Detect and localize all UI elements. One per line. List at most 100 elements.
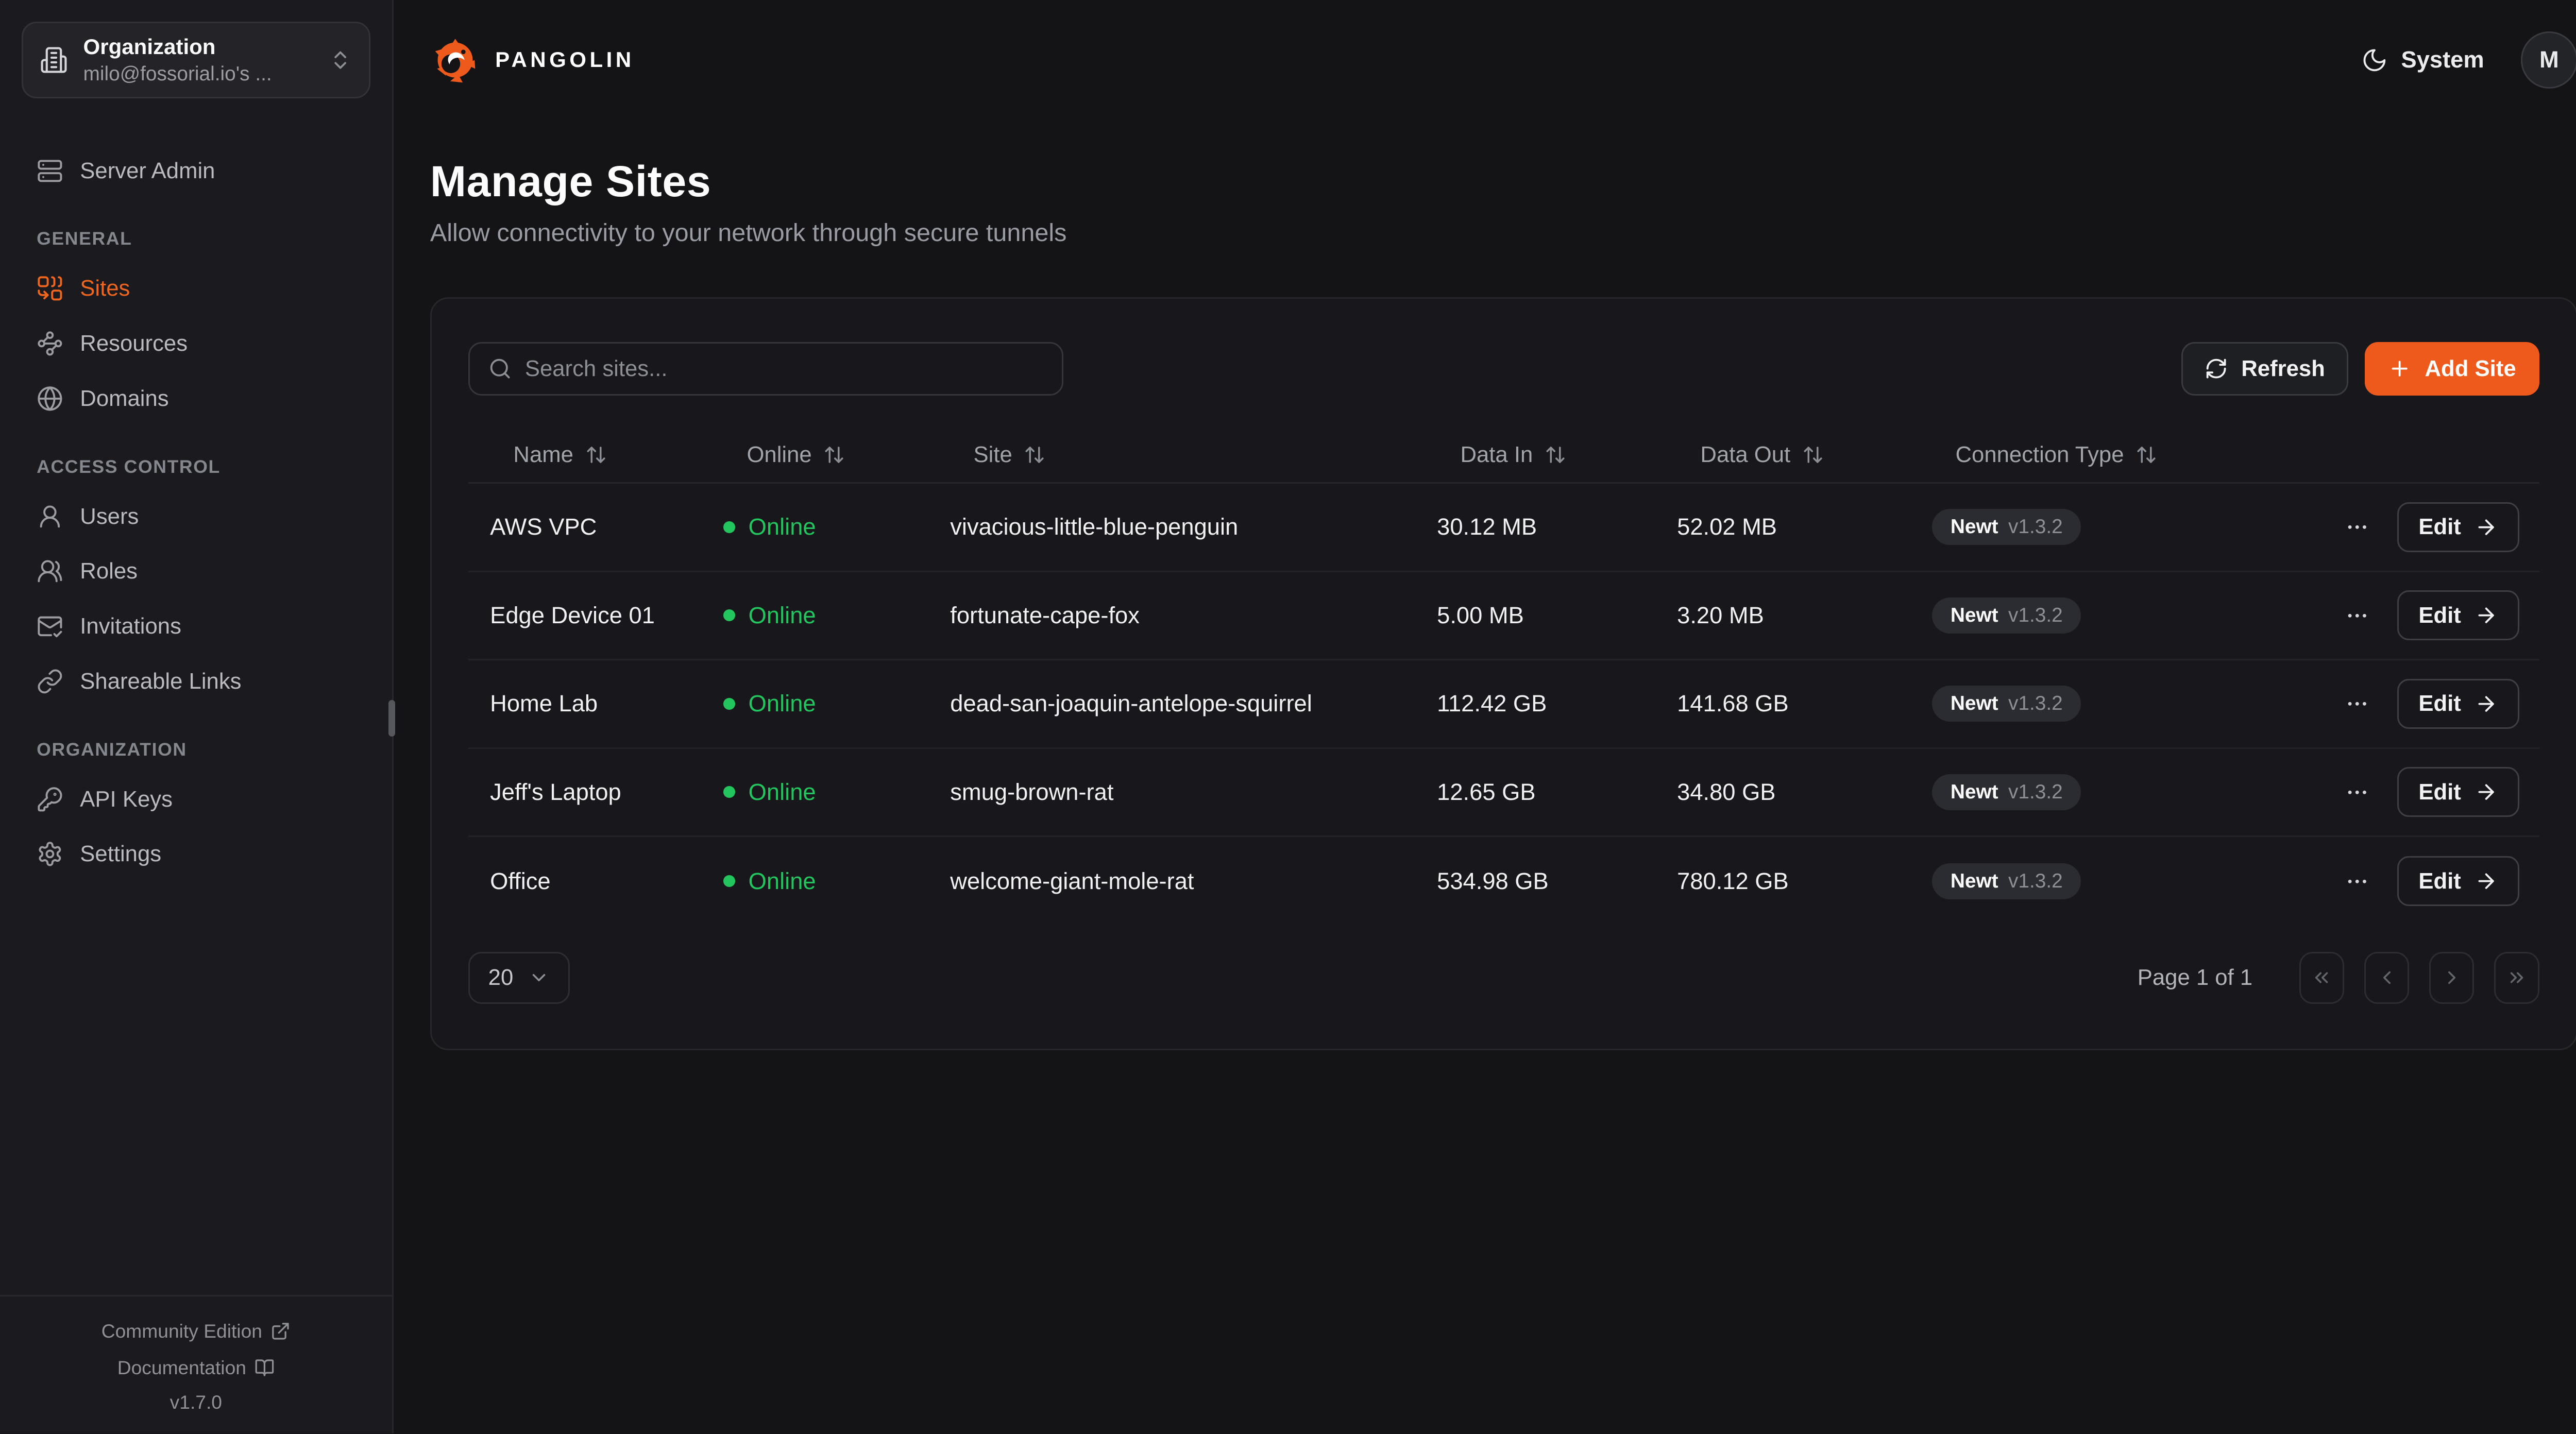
theme-toggle[interactable]: System — [2361, 46, 2484, 73]
row-menu-button[interactable] — [2338, 509, 2375, 545]
column-header-data-in: Data In — [1415, 437, 1655, 468]
sidebar-item-roles[interactable]: Roles — [22, 544, 370, 599]
sort-connection-type-button[interactable]: Connection Type — [1956, 442, 2158, 468]
sort-online-button[interactable]: Online — [747, 442, 845, 468]
row-menu-button[interactable] — [2338, 863, 2375, 899]
ellipsis-icon — [2348, 525, 2366, 529]
sidebar-item-shareable-links[interactable]: Shareable Links — [22, 654, 370, 709]
sidebar-item-sites[interactable]: Sites — [22, 261, 370, 316]
page-info: Page 1 of 1 — [2137, 965, 2253, 991]
row-menu-button[interactable] — [2338, 686, 2375, 722]
sites-icon — [38, 276, 62, 301]
sidebar-item-users[interactable]: Users — [22, 489, 370, 544]
arrow-right-icon — [2478, 607, 2494, 623]
sidebar-item-settings[interactable]: Settings — [22, 827, 370, 882]
globe-icon — [38, 386, 62, 411]
sort-icon — [1804, 447, 1822, 464]
site-data-in: 5.00 MB — [1437, 602, 1524, 628]
site-data-out: 780.12 GB — [1677, 867, 1789, 894]
site-connection-type: Newt v1.3.2 — [1910, 774, 2277, 810]
sidebar-footer: Community Edition Documentation v1.7.0 — [0, 1294, 392, 1433]
previous-page-button[interactable] — [2364, 952, 2410, 1004]
connection-type-badge: Newt v1.3.2 — [1932, 863, 2081, 899]
external-link-icon — [272, 1323, 289, 1340]
row-menu-button[interactable] — [2338, 597, 2375, 634]
sidebar-item-domains[interactable]: Domains — [22, 371, 370, 426]
edit-button[interactable]: Edit — [2397, 767, 2519, 817]
section-heading-access-control: ACCESS CONTROL — [37, 456, 221, 477]
page-subtitle: Allow connectivity to your network throu… — [430, 218, 1067, 247]
org-selector-text: Organization milo@fossorial.io's ... — [83, 33, 314, 87]
sidebar-item-label: Roles — [80, 558, 138, 584]
topbar-right: System M — [2361, 31, 2576, 89]
users-icon — [38, 560, 62, 583]
documentation-link[interactable]: Documentation — [13, 1350, 379, 1386]
row-actions: Edit — [2277, 678, 2539, 729]
edit-button[interactable]: Edit — [2397, 856, 2519, 907]
page-header: Manage Sites Allow connectivity to your … — [394, 120, 2576, 247]
mail-check-icon — [38, 616, 62, 638]
main-content: PANGOLIN System M Manage Sites Allow con… — [393, 0, 2576, 1433]
avatar[interactable]: M — [2520, 31, 2576, 89]
site-data-in: 534.98 GB — [1437, 867, 1549, 894]
gear-icon — [39, 842, 61, 866]
edit-button[interactable]: Edit — [2397, 678, 2519, 729]
arrow-right-icon — [2478, 519, 2494, 535]
arrow-right-icon — [2478, 873, 2494, 889]
sidebar-item-resources[interactable]: Resources — [22, 316, 370, 371]
table-header-row: Name Online Site Data In Data Out Connec… — [468, 424, 2539, 484]
connection-type-badge: Newt v1.3.2 — [1932, 774, 2081, 810]
site-data-in: 12.65 GB — [1437, 778, 1536, 805]
sidebar-item-label: Shareable Links — [80, 668, 242, 694]
sort-icon — [1546, 447, 1565, 464]
edit-button[interactable]: Edit — [2397, 590, 2519, 641]
chevrons-right-icon — [2510, 972, 2523, 983]
book-open-icon — [255, 1359, 274, 1376]
connection-type-badge: Newt v1.3.2 — [1932, 597, 2081, 634]
site-name: AWS VPC — [490, 514, 597, 540]
last-page-button[interactable] — [2494, 952, 2539, 1004]
edit-button[interactable]: Edit — [2397, 502, 2519, 552]
server-icon — [38, 160, 62, 182]
status-dot — [723, 697, 735, 710]
link-icon — [38, 669, 62, 694]
status-label: Online — [748, 778, 816, 805]
search-input[interactable] — [524, 355, 1044, 382]
topbar: PANGOLIN System M — [394, 0, 2576, 120]
resources-icon — [38, 331, 62, 356]
sidebar-item-invitations[interactable]: Invitations — [22, 599, 370, 654]
sidebar-item-api-keys[interactable]: API Keys — [22, 772, 370, 827]
community-edition-label: Community Edition — [101, 1320, 262, 1342]
chevrons-left-icon — [2315, 972, 2328, 983]
next-page-button[interactable] — [2429, 952, 2475, 1004]
brand-home-link[interactable]: PANGOLIN — [430, 35, 635, 85]
site-data-in: 112.42 GB — [1437, 690, 1547, 717]
sort-data-in-button[interactable]: Data In — [1460, 442, 1566, 468]
page-title: Manage Sites — [430, 157, 711, 206]
refresh-button[interactable]: Refresh — [2181, 342, 2348, 396]
row-actions: Edit — [2277, 502, 2539, 552]
section-heading-organization: ORGANIZATION — [37, 739, 187, 760]
user-icon — [40, 505, 60, 527]
first-page-button[interactable] — [2299, 952, 2345, 1004]
row-menu-button[interactable] — [2338, 774, 2375, 810]
community-edition-link[interactable]: Community Edition — [13, 1313, 379, 1350]
ellipsis-icon — [2348, 702, 2366, 706]
sort-name-button[interactable]: Name — [513, 442, 606, 468]
sort-site-button[interactable]: Site — [974, 442, 1046, 468]
sidebar: Organization milo@fossorial.io's ... Ser… — [0, 0, 396, 1433]
sidebar-item-server-admin[interactable]: Server Admin — [22, 143, 370, 198]
org-subtitle: milo@fossorial.io's ... — [83, 62, 272, 85]
page-size-select[interactable]: 20 — [468, 952, 570, 1004]
site-tunnel-name: smug-brown-rat — [950, 778, 1114, 805]
site-name: Office — [490, 867, 551, 894]
pagination-controls: Page 1 of 1 — [2137, 952, 2539, 1004]
sort-icon — [1025, 447, 1044, 464]
sidebar-resize-handle[interactable] — [388, 700, 396, 737]
status-dot — [723, 521, 735, 533]
building-icon — [40, 46, 68, 74]
org-selector[interactable]: Organization milo@fossorial.io's ... — [22, 22, 370, 98]
connection-type-badge: Newt v1.3.2 — [1932, 509, 2081, 545]
sort-data-out-button[interactable]: Data Out — [1700, 442, 1823, 468]
add-site-button[interactable]: Add Site — [2365, 342, 2539, 396]
